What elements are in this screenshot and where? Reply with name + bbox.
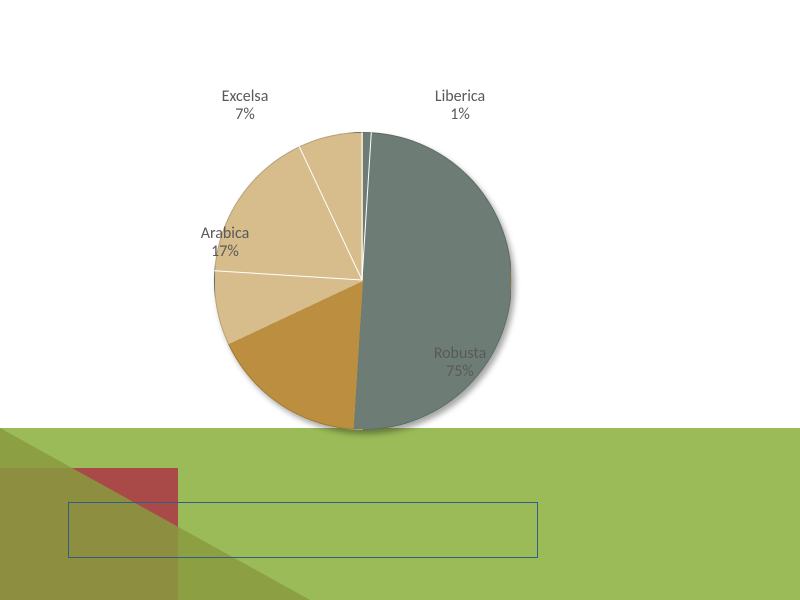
label-robusta-pct: 75% (446, 362, 474, 381)
label-excelsa-pct: 7% (235, 105, 255, 124)
label-arabica-name: Arabica (201, 224, 250, 243)
label-robusta-name: Robusta (434, 344, 487, 363)
label-excelsa: Excelsa 7% (222, 88, 269, 125)
pie-chart (214, 132, 512, 430)
label-robusta: Robusta 75% (434, 345, 487, 382)
label-arabica-pct: 17% (211, 242, 239, 261)
outline-box (68, 502, 538, 558)
label-liberica-pct: 1% (450, 105, 470, 124)
label-liberica-name: Liberica (435, 87, 485, 106)
label-liberica: Liberica 1% (435, 88, 485, 125)
label-arabica: Arabica 17% (201, 225, 250, 262)
label-excelsa-name: Excelsa (222, 87, 269, 106)
slide-canvas: Liberica 1% Robusta 75% Arabica 17% Exce… (0, 0, 800, 600)
